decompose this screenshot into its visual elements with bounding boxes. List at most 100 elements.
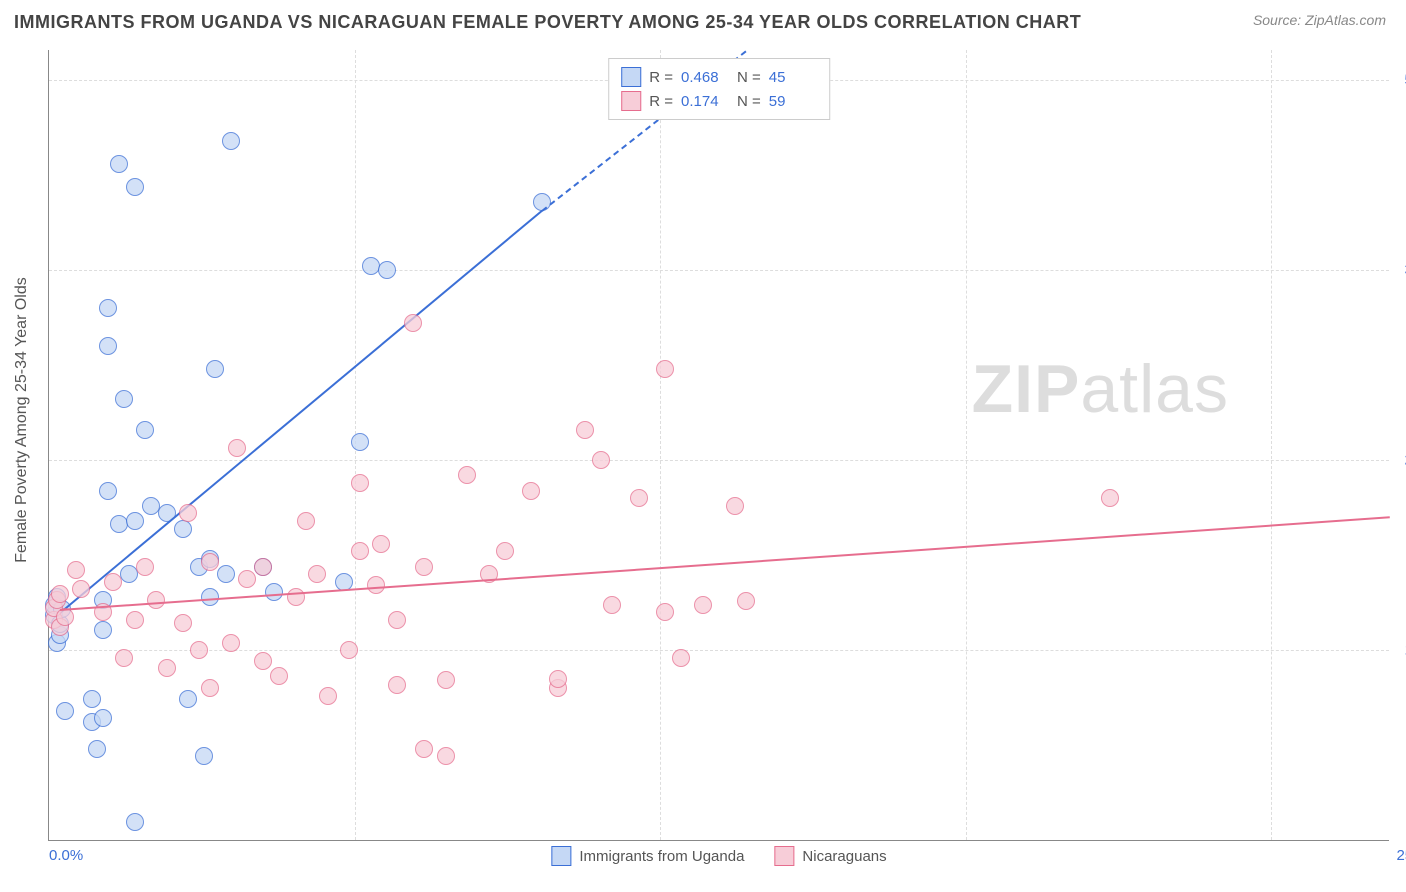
scatter-point (99, 299, 117, 317)
scatter-point (67, 561, 85, 579)
scatter-point (179, 504, 197, 522)
scatter-point (415, 740, 433, 758)
y-tick-label: 50.0% (1397, 72, 1406, 89)
scatter-point (174, 614, 192, 632)
scatter-point (592, 451, 610, 469)
scatter-point (201, 588, 219, 606)
scatter-point (737, 592, 755, 610)
scatter-point (136, 421, 154, 439)
scatter-point (437, 671, 455, 689)
scatter-point (56, 702, 74, 720)
legend-n-label: N = (737, 69, 761, 86)
legend-swatch (621, 67, 641, 87)
scatter-point (367, 576, 385, 594)
legend-series-label: Nicaraguans (802, 848, 886, 865)
scatter-point (99, 482, 117, 500)
series-legend: Immigrants from Uganda Nicaraguans (551, 846, 886, 866)
scatter-point (158, 659, 176, 677)
scatter-point (522, 482, 540, 500)
gridline-horizontal (49, 650, 1389, 651)
scatter-point (656, 603, 674, 621)
scatter-point (496, 542, 514, 560)
scatter-point (94, 621, 112, 639)
scatter-point (88, 740, 106, 758)
scatter-point (672, 649, 690, 667)
scatter-point (287, 588, 305, 606)
scatter-point (254, 558, 272, 576)
gridline-horizontal (49, 270, 1389, 271)
source-prefix: Source: (1253, 12, 1305, 28)
scatter-point (656, 360, 674, 378)
scatter-point (726, 497, 744, 515)
source-name: ZipAtlas.com (1305, 12, 1386, 28)
scatter-point (415, 558, 433, 576)
scatter-point (265, 583, 283, 601)
source-label: Source: ZipAtlas.com (1253, 12, 1386, 28)
scatter-point (206, 360, 224, 378)
gridline-horizontal (49, 460, 1389, 461)
legend-stat-row: R =0.174N =59 (621, 89, 817, 113)
chart-plot-area: ZIPatlas R =0.468N =45R =0.174N =59 Immi… (48, 50, 1389, 841)
scatter-point (201, 679, 219, 697)
scatter-point (126, 512, 144, 530)
scatter-point (126, 813, 144, 831)
scatter-point (351, 474, 369, 492)
scatter-point (99, 337, 117, 355)
scatter-point (319, 687, 337, 705)
y-tick-label: 25.0% (1397, 452, 1406, 469)
scatter-point (308, 565, 326, 583)
scatter-point (147, 591, 165, 609)
scatter-point (190, 641, 208, 659)
legend-swatch (774, 846, 794, 866)
scatter-point (126, 178, 144, 196)
scatter-point (694, 596, 712, 614)
legend-n-value: 45 (769, 69, 817, 86)
scatter-point (136, 558, 154, 576)
watermark-light: atlas (1080, 351, 1229, 427)
scatter-point (115, 649, 133, 667)
correlation-legend: R =0.468N =45R =0.174N =59 (608, 58, 830, 120)
scatter-point (110, 515, 128, 533)
scatter-point (388, 611, 406, 629)
scatter-point (388, 676, 406, 694)
scatter-point (351, 542, 369, 560)
legend-n-value: 59 (769, 93, 817, 110)
scatter-point (549, 670, 567, 688)
scatter-point (630, 489, 648, 507)
legend-r-label: R = (649, 93, 673, 110)
scatter-point (297, 512, 315, 530)
scatter-point (110, 155, 128, 173)
scatter-point (94, 709, 112, 727)
scatter-point (72, 580, 90, 598)
scatter-point (372, 535, 390, 553)
y-axis-label: Female Poverty Among 25-34 Year Olds (13, 277, 31, 563)
scatter-point (51, 585, 69, 603)
scatter-point (378, 261, 396, 279)
scatter-point (351, 433, 369, 451)
scatter-point (437, 747, 455, 765)
scatter-point (404, 314, 422, 332)
scatter-point (222, 634, 240, 652)
scatter-point (217, 565, 235, 583)
legend-n-label: N = (737, 93, 761, 110)
scatter-point (195, 747, 213, 765)
y-tick-label: 37.5% (1397, 262, 1406, 279)
scatter-point (115, 390, 133, 408)
scatter-point (222, 132, 240, 150)
legend-swatch (551, 846, 571, 866)
gridline-vertical (660, 50, 661, 840)
scatter-point (201, 553, 219, 571)
x-tick-label: 0.0% (49, 847, 83, 864)
legend-series-label: Immigrants from Uganda (579, 848, 744, 865)
scatter-point (126, 611, 144, 629)
scatter-point (576, 421, 594, 439)
scatter-point (83, 690, 101, 708)
scatter-point (254, 652, 272, 670)
gridline-vertical (966, 50, 967, 840)
x-tick-label: 25.0% (1396, 847, 1406, 864)
legend-r-label: R = (649, 69, 673, 86)
legend-series-item: Immigrants from Uganda (551, 846, 744, 866)
scatter-point (104, 573, 122, 591)
watermark: ZIPatlas (972, 350, 1229, 428)
legend-series-item: Nicaraguans (774, 846, 886, 866)
